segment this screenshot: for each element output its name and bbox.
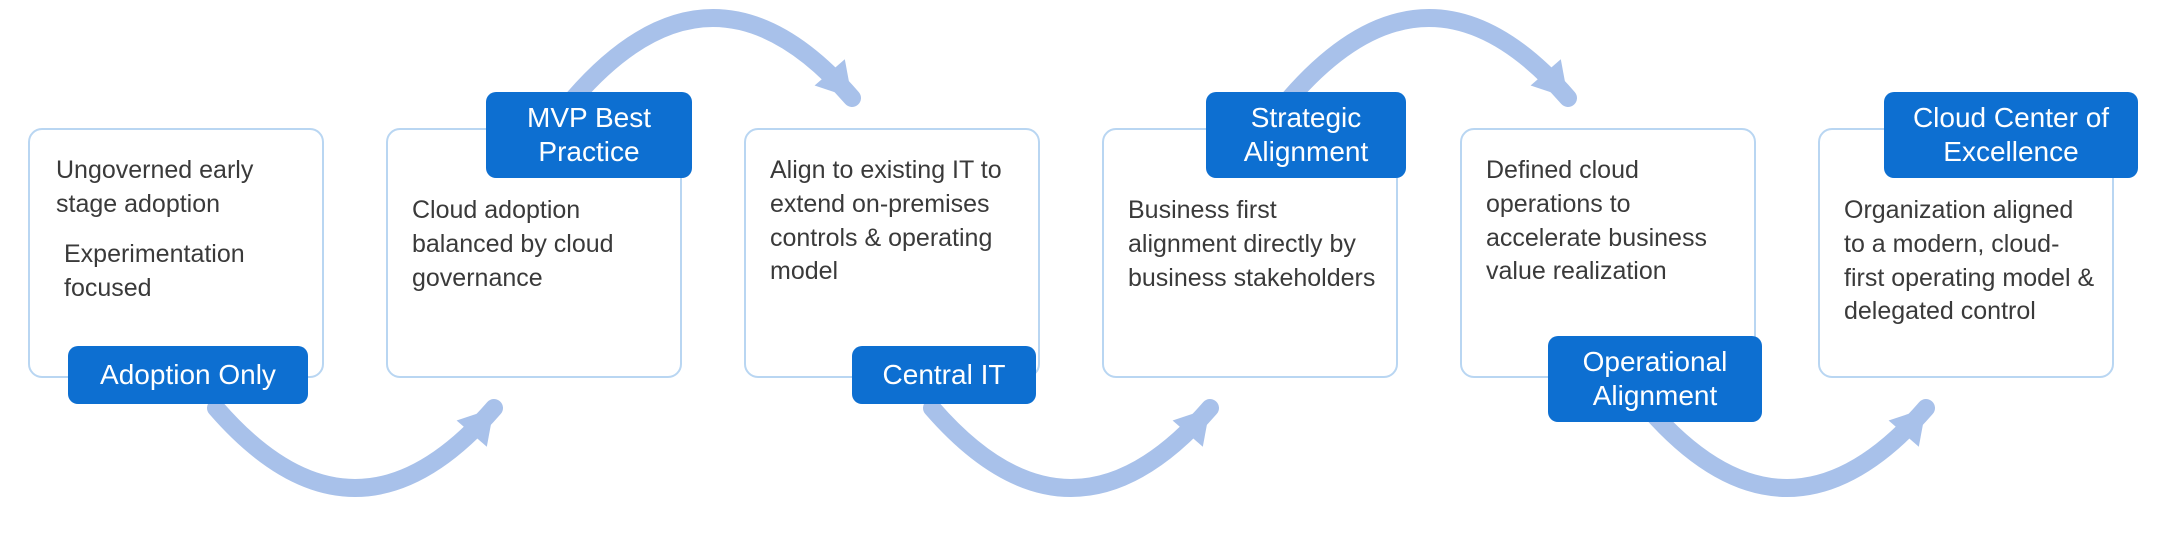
stage-text: Organization aligned to a modern, cloud-… — [1844, 194, 2098, 329]
stage-text: Ungoverned early stage adoption — [56, 154, 308, 222]
stage-badge-adoption-only: Adoption Only — [68, 346, 308, 404]
stage-card-adoption-only: Ungoverned early stage adoption Experimen… — [28, 128, 324, 378]
stage-text: Business first alignment directly by bus… — [1128, 194, 1382, 295]
stage-badge-strategic-alignment: Strategic Alignment — [1206, 92, 1406, 178]
stage-text: Align to existing IT to extend on-premis… — [770, 154, 1024, 289]
stage-badge-cloud-center-of-excellence: Cloud Center of Excellence — [1884, 92, 2138, 178]
stage-card-central-it: Align to existing IT to extend on-premis… — [744, 128, 1040, 378]
stage-text: Cloud adoption balanced by cloud governa… — [412, 194, 666, 295]
stage-text: Experimentation focused — [64, 238, 308, 306]
stage-text: Defined cloud operations to accelerate b… — [1486, 154, 1740, 289]
stage-badge-mvp-best-practice: MVP Best Practice — [486, 92, 692, 178]
stage-badge-operational-alignment: Operational Alignment — [1548, 336, 1762, 422]
stage-badge-central-it: Central IT — [852, 346, 1036, 404]
